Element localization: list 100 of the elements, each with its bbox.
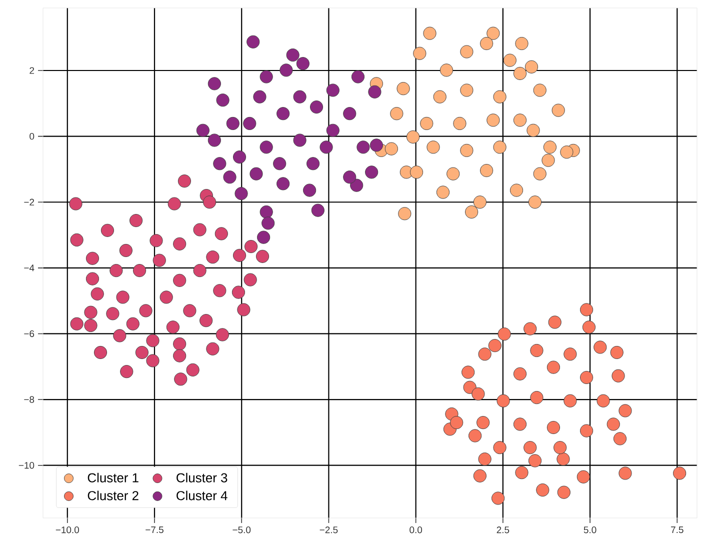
point xyxy=(413,46,426,60)
point xyxy=(193,223,206,236)
point xyxy=(208,134,221,147)
point xyxy=(426,140,440,154)
point xyxy=(488,339,502,352)
point xyxy=(486,26,500,40)
point xyxy=(618,404,632,418)
point xyxy=(564,394,577,408)
point xyxy=(116,290,130,304)
point xyxy=(390,107,404,120)
point xyxy=(576,470,590,484)
point xyxy=(250,167,263,180)
point xyxy=(69,197,82,210)
point xyxy=(554,441,567,454)
y-tick-label: −6 xyxy=(24,330,34,338)
point xyxy=(232,150,246,164)
y-tick-label: −8 xyxy=(24,396,34,403)
point xyxy=(436,186,450,199)
point xyxy=(113,329,126,342)
point xyxy=(606,418,620,431)
point xyxy=(510,184,524,197)
point xyxy=(368,85,382,98)
point xyxy=(206,250,220,264)
point xyxy=(513,367,527,380)
point xyxy=(513,418,527,431)
point xyxy=(492,492,505,505)
point xyxy=(618,466,632,480)
x-tick-label: −5.0 xyxy=(232,526,251,534)
point xyxy=(173,237,186,250)
point xyxy=(536,483,550,497)
point xyxy=(460,84,474,97)
point xyxy=(524,322,537,336)
y-tick-label: 0 xyxy=(30,132,34,140)
point xyxy=(214,227,228,240)
point xyxy=(548,316,562,329)
point xyxy=(100,224,114,237)
point xyxy=(468,429,482,442)
point xyxy=(493,140,506,154)
point xyxy=(326,124,340,137)
point xyxy=(610,346,624,360)
point xyxy=(370,138,384,152)
point xyxy=(262,216,275,230)
x-tick-label: 5.0 xyxy=(584,526,596,534)
point xyxy=(515,466,528,480)
x-tick-label: 2.5 xyxy=(496,526,510,534)
point xyxy=(612,369,625,382)
legend-label: Cluster 2 xyxy=(88,490,138,500)
point xyxy=(94,346,108,360)
point xyxy=(524,60,538,74)
point xyxy=(450,416,464,430)
point xyxy=(286,48,300,62)
x-tick-label: 7.5 xyxy=(671,526,684,534)
point xyxy=(106,307,120,320)
point xyxy=(613,432,627,446)
point xyxy=(476,416,490,430)
point xyxy=(174,372,188,386)
point xyxy=(303,184,316,197)
point xyxy=(196,124,210,137)
point xyxy=(326,84,340,97)
point xyxy=(557,486,570,499)
point xyxy=(311,204,324,217)
point xyxy=(446,167,460,180)
point xyxy=(398,207,412,220)
point xyxy=(478,452,492,466)
point xyxy=(256,250,270,263)
point xyxy=(513,66,527,80)
point xyxy=(420,116,434,130)
point xyxy=(132,264,146,278)
point xyxy=(129,214,143,228)
y-tick-label: −2 xyxy=(24,198,34,206)
point xyxy=(513,114,527,127)
point xyxy=(273,157,286,170)
point xyxy=(246,35,260,48)
point xyxy=(234,187,248,200)
point xyxy=(260,70,273,84)
point xyxy=(193,264,206,278)
legend-label: Cluster 3 xyxy=(176,472,228,482)
point xyxy=(515,36,528,50)
point xyxy=(473,196,486,209)
point xyxy=(472,387,485,400)
y-tick-label: −10 xyxy=(18,462,34,469)
point xyxy=(542,154,555,167)
point xyxy=(216,328,229,342)
point xyxy=(216,94,230,107)
point xyxy=(310,100,324,114)
point xyxy=(168,197,181,210)
point xyxy=(320,140,333,154)
point xyxy=(594,340,607,354)
point xyxy=(673,466,686,480)
point xyxy=(556,452,570,466)
point xyxy=(365,166,378,179)
point xyxy=(183,304,196,318)
point xyxy=(244,240,258,254)
point xyxy=(486,114,500,127)
point xyxy=(84,318,98,332)
x-tick-label: −10.0 xyxy=(56,526,79,534)
point xyxy=(244,273,257,286)
point xyxy=(530,344,544,358)
point xyxy=(280,64,293,77)
point xyxy=(453,116,466,130)
